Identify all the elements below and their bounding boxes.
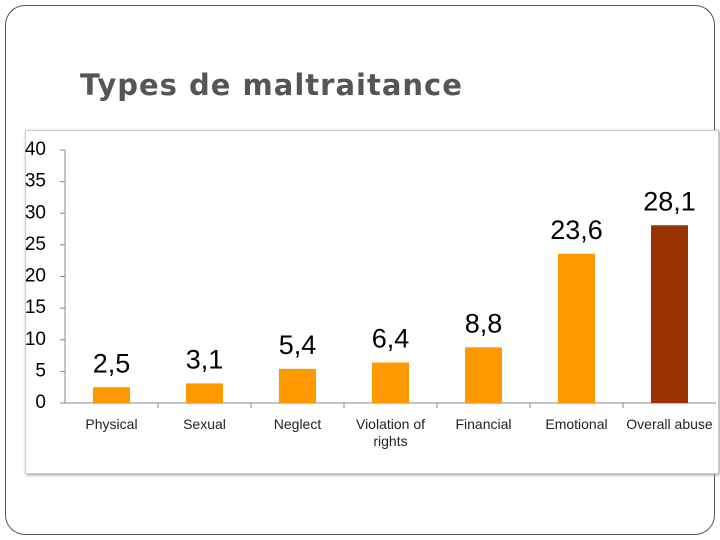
value-label: 28,1 [643,186,696,216]
x-tick-label: Emotional [545,416,608,432]
bar [186,383,223,403]
value-label: 3,1 [186,345,224,375]
value-label: 6,4 [372,324,410,354]
x-tick-label: Sexual [183,416,226,432]
y-tick-label: 30 [25,202,46,223]
y-tick-label: 15 [25,297,46,318]
value-label: 2,5 [93,348,131,378]
slide-title: Types de maltraitance [80,68,463,102]
bar [93,387,130,403]
bar [372,362,409,403]
x-tick-label: Financial [455,416,512,432]
bar [558,253,595,403]
y-tick-label: 40 [25,139,46,160]
value-label: 23,6 [550,215,603,245]
y-tick-label: 20 [25,266,46,287]
x-tick-label: Physical [85,416,138,432]
x-tick-label: Overall abuse [626,416,713,432]
y-tick-label: 25 [25,234,46,255]
y-tick-label: 35 [25,171,46,192]
value-label: 5,4 [279,330,317,360]
y-tick-label: 0 [35,392,46,413]
value-label: 8,8 [465,308,503,338]
y-tick-label: 10 [25,329,46,350]
bar [465,347,502,403]
chart-frame [25,130,719,474]
bar [651,225,688,403]
x-tick-label: Violation of rights [355,416,425,449]
x-tick-label: Neglect [273,416,322,432]
y-tick-label: 5 [35,360,46,381]
bar [279,368,316,403]
